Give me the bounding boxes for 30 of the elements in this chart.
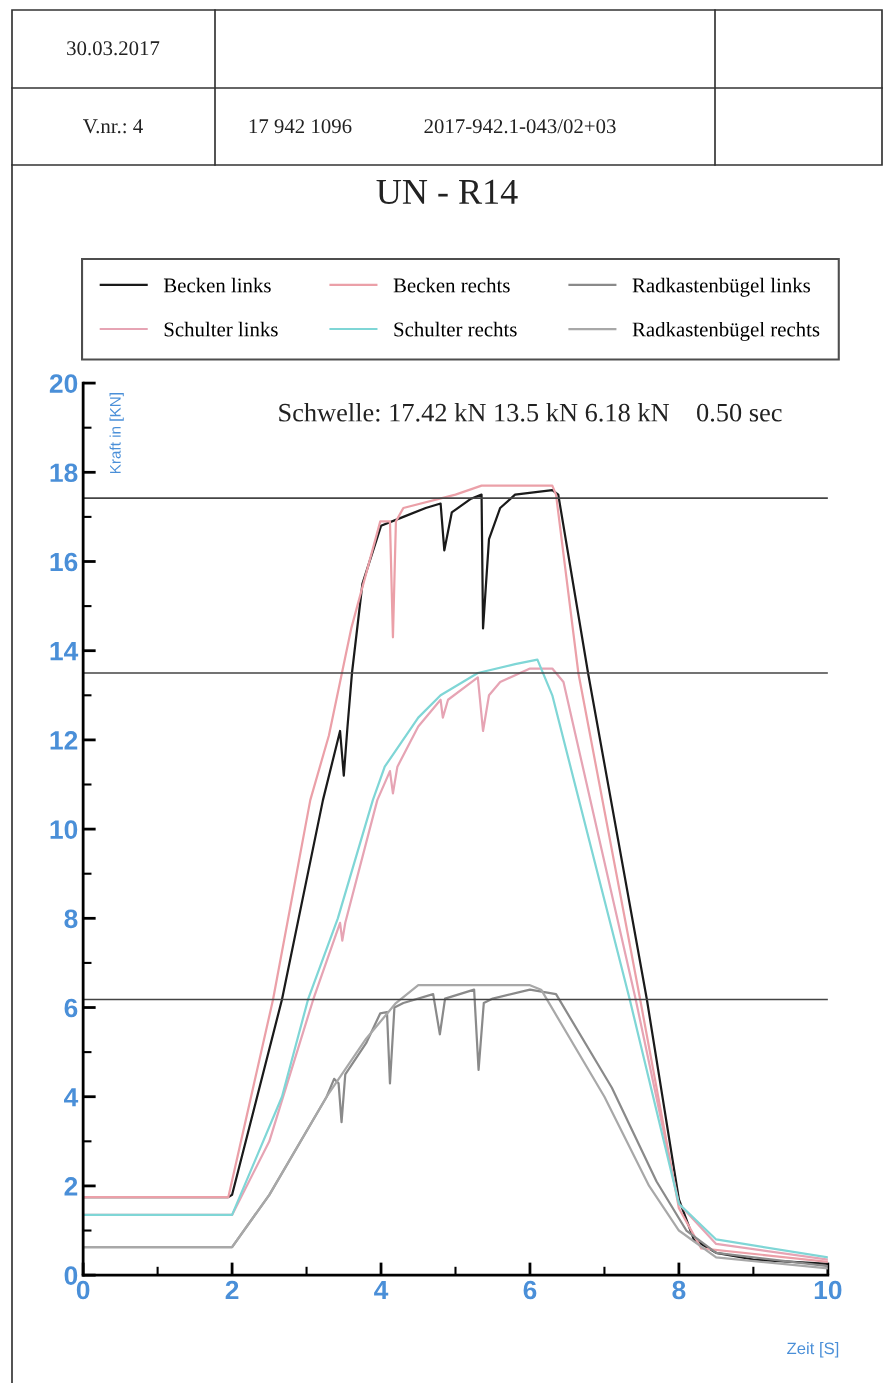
text: 17 942 1096 [249,119,352,134]
text: 2017-942.1-043/02+03 [424,119,616,134]
x-tick-label: 6 [523,1280,537,1300]
legend-label: Schulter links [164,321,278,337]
y-tick-label: 4 [64,1088,79,1107]
y-axis-title: Kraft in [KN] [109,393,124,474]
x-tick-label: 2 [225,1280,239,1300]
y-tick-label: 20 [49,374,78,393]
y-tick-label: 6 [64,998,78,1018]
legend-label: Becken links [163,277,271,293]
legend-label: Radkastenbügel links [632,277,811,297]
legend-label: Radkastenbügel rechts [632,321,820,341]
y-tick-label: 12 [50,731,78,750]
x-axis-title: Zeit [S] [787,1342,839,1358]
x-tick-label: 4 [374,1280,389,1300]
y-tick-label: 0 [64,1266,78,1285]
legend-label: Becken rechts [393,277,510,293]
y-tick-label: 16 [50,552,78,572]
chart-title: UN - R14 [376,179,518,205]
annotation: Schwelle: 17.42 kN 13.5 kN 6.18 kN 0.50 sec [279,403,782,422]
y-tick-label: 14 [50,642,79,661]
y-tick-label: 10 [50,820,78,839]
text: V.nr.: 4 [83,119,143,134]
y-tick-label: 18 [50,463,78,483]
y-tick-label: 2 [64,1177,78,1196]
text: 30.03.2017 [67,41,160,56]
x-tick-label: 10 [814,1280,842,1300]
x-tick-label: 8 [672,1280,686,1300]
y-tick-label: 8 [64,909,78,929]
legend-label: Schulter rechts [394,321,517,337]
